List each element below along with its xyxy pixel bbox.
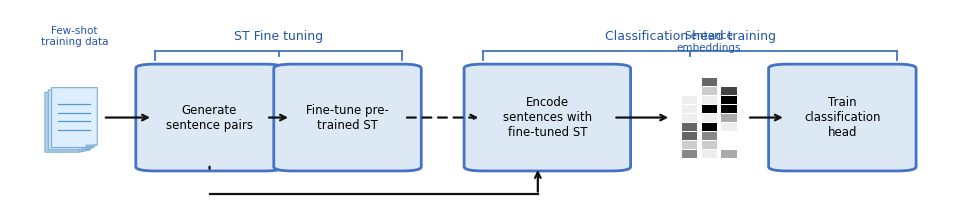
Bar bbox=[721, 141, 737, 149]
Polygon shape bbox=[45, 92, 90, 152]
Text: Train
classification
head: Train classification head bbox=[804, 96, 881, 139]
Bar bbox=[701, 132, 717, 140]
Bar bbox=[721, 114, 737, 122]
Bar bbox=[682, 105, 697, 113]
FancyBboxPatch shape bbox=[136, 64, 284, 171]
Bar bbox=[701, 87, 717, 95]
Text: Generate
sentence pairs: Generate sentence pairs bbox=[166, 104, 253, 131]
Bar bbox=[721, 132, 737, 140]
Bar bbox=[701, 78, 717, 86]
Bar bbox=[682, 141, 697, 149]
Text: Fine-tune pre-
trained ST: Fine-tune pre- trained ST bbox=[306, 104, 389, 131]
Polygon shape bbox=[49, 90, 94, 150]
Text: Classification head training: Classification head training bbox=[605, 30, 776, 43]
Bar bbox=[682, 78, 697, 86]
Bar bbox=[682, 87, 697, 95]
Polygon shape bbox=[83, 147, 94, 150]
Bar bbox=[682, 132, 697, 140]
Bar bbox=[701, 96, 717, 104]
Polygon shape bbox=[51, 88, 97, 147]
Bar bbox=[721, 96, 737, 104]
Bar bbox=[701, 150, 717, 158]
Bar bbox=[701, 114, 717, 122]
Bar bbox=[682, 96, 697, 104]
Bar bbox=[682, 123, 697, 131]
Text: Sentence
embeddings: Sentence embeddings bbox=[677, 31, 742, 53]
Bar bbox=[721, 105, 737, 113]
Bar bbox=[701, 141, 717, 149]
Bar bbox=[721, 78, 737, 86]
Polygon shape bbox=[80, 150, 90, 152]
Bar bbox=[721, 87, 737, 95]
FancyBboxPatch shape bbox=[464, 64, 630, 171]
Polygon shape bbox=[85, 145, 97, 147]
FancyBboxPatch shape bbox=[769, 64, 916, 171]
FancyBboxPatch shape bbox=[274, 64, 421, 171]
Text: Few-shot
training data: Few-shot training data bbox=[41, 26, 108, 47]
Text: ST Fine tuning: ST Fine tuning bbox=[234, 30, 323, 43]
Bar bbox=[701, 123, 717, 131]
Bar bbox=[682, 150, 697, 158]
Bar bbox=[721, 150, 737, 158]
Bar bbox=[701, 105, 717, 113]
Text: Encode
sentences with
fine-tuned ST: Encode sentences with fine-tuned ST bbox=[503, 96, 592, 139]
Bar bbox=[682, 114, 697, 122]
Bar bbox=[721, 123, 737, 131]
